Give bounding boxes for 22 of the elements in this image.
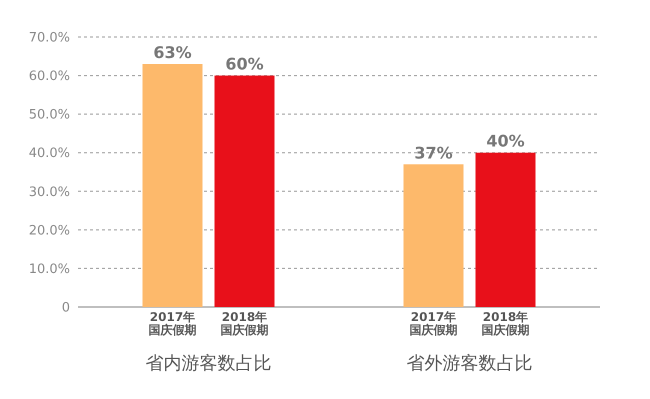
x-tick-label: 省外游客数占比: [406, 352, 534, 375]
y-tick-label: 0: [62, 300, 70, 316]
data-label: 37%: [414, 143, 453, 162]
y-tick-label: 10.0%: [28, 262, 70, 277]
y-tick-label: 30.0%: [28, 184, 70, 200]
y-tick-label: 40.0%: [28, 146, 70, 162]
data-label: 63%: [153, 43, 192, 62]
x-tick-label: 省内游客数占比: [144, 352, 272, 375]
bar: [214, 76, 274, 307]
data-label: 40%: [486, 132, 525, 151]
text: 2018年国庆假期: [482, 310, 530, 337]
y-tick-label: 50.0%: [28, 108, 70, 123]
y-tick-label: 60.0%: [28, 69, 70, 84]
bar: [142, 64, 202, 307]
data-label: 60%: [225, 54, 264, 74]
bar: [404, 164, 464, 307]
y-tick-label: 20.0%: [28, 223, 70, 238]
series-label: 2018年国庆假期: [220, 310, 270, 337]
y-tick-label: 70.0%: [28, 30, 70, 46]
text: 2017年国庆假期: [410, 310, 458, 337]
series-label: 2017年国庆假期: [148, 310, 198, 337]
bar: [476, 152, 536, 307]
